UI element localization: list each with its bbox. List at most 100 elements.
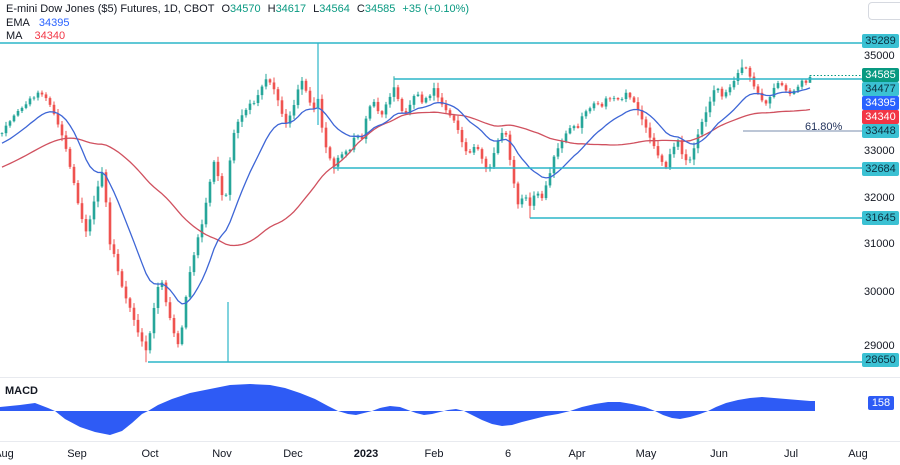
time-axis-label: Feb xyxy=(424,448,444,460)
candle-body xyxy=(692,148,696,160)
candle-body xyxy=(188,272,192,297)
candle-body xyxy=(284,113,288,124)
candle-body xyxy=(160,282,164,287)
candle-body xyxy=(556,148,560,157)
candle-body xyxy=(116,253,120,272)
candle-body xyxy=(808,76,812,83)
candle-body xyxy=(480,149,484,159)
candle-body xyxy=(664,161,668,168)
macd-label[interactable]: MACD xyxy=(5,385,38,397)
candle-body xyxy=(112,244,116,254)
candle-body xyxy=(120,271,124,287)
candle-body xyxy=(640,110,644,120)
candle-body xyxy=(128,298,132,308)
candle-body xyxy=(668,154,672,168)
candle-body xyxy=(496,140,500,154)
open-value: 34570 xyxy=(230,3,261,15)
candle-body xyxy=(720,88,724,97)
high-label: H xyxy=(267,3,276,15)
candle-body xyxy=(756,86,760,93)
candle-body xyxy=(236,121,240,133)
candle-body xyxy=(148,333,152,351)
candle-body xyxy=(8,121,12,126)
candle-body xyxy=(780,83,784,86)
candle-body xyxy=(608,98,612,100)
candle-body xyxy=(596,103,600,105)
candle-body xyxy=(16,111,20,116)
candle-body xyxy=(84,219,88,232)
candle-body xyxy=(380,111,384,115)
candle-body xyxy=(364,118,368,139)
candle-body xyxy=(184,296,188,328)
candle-body xyxy=(268,79,272,83)
candle-body xyxy=(44,94,48,99)
candle-body xyxy=(408,104,412,114)
high-value: 34617 xyxy=(275,3,307,15)
candle-body xyxy=(580,116,584,128)
symbol-title[interactable]: E-mini Dow Jones ($5) Futures, 1D, CBOT xyxy=(6,3,215,15)
candle-body xyxy=(700,121,704,135)
candle-body xyxy=(260,86,264,96)
candle-body xyxy=(684,154,688,161)
price-badge: 34585 xyxy=(862,68,899,82)
candle-body xyxy=(212,161,216,182)
candle-body xyxy=(592,103,596,109)
price-badge: 33448 xyxy=(862,124,899,138)
candle-body xyxy=(396,87,400,99)
candle-body xyxy=(648,127,652,138)
candle-body xyxy=(476,147,480,150)
candle-body xyxy=(328,147,332,159)
candle-body xyxy=(416,94,420,97)
candle-body xyxy=(204,202,208,225)
change-value: +35 (+0.10%) xyxy=(402,3,470,15)
candle-body xyxy=(400,98,404,112)
ema-label: EMA xyxy=(6,17,30,29)
macd-area xyxy=(0,384,815,435)
ema-value: 34395 xyxy=(38,17,70,29)
candle-body xyxy=(368,106,372,119)
price-tick-label: 32000 xyxy=(864,192,895,204)
candle-body xyxy=(620,99,624,100)
candle-body xyxy=(528,197,532,206)
candle-body xyxy=(560,141,564,149)
time-axis-label: Jun xyxy=(710,448,728,460)
candle-body xyxy=(444,104,448,111)
candle-body xyxy=(80,203,84,220)
candle-body xyxy=(708,101,712,113)
candle-body xyxy=(24,104,28,108)
candle-body xyxy=(32,97,36,99)
candle-body xyxy=(704,112,708,122)
candle-body xyxy=(108,202,112,245)
candle-body xyxy=(164,282,168,303)
candle-body xyxy=(472,147,476,153)
ema-indicator-row[interactable]: EMA 34395 xyxy=(6,17,69,29)
candle-body xyxy=(208,181,212,203)
candle-body xyxy=(64,135,68,149)
candle-body xyxy=(584,111,588,117)
candle-body xyxy=(340,154,344,158)
candle-body xyxy=(740,67,744,73)
candle-body xyxy=(776,83,780,88)
time-axis-label: Dec xyxy=(283,448,303,460)
candle-body xyxy=(240,115,244,122)
candle-body xyxy=(60,124,64,136)
scale-settings-widget[interactable] xyxy=(868,2,900,20)
candle-body xyxy=(224,194,228,196)
candle-body xyxy=(92,201,96,220)
candle-body xyxy=(456,120,460,130)
candle-body xyxy=(324,127,328,148)
candle-body xyxy=(196,237,200,256)
ma-indicator-row[interactable]: MA 34340 xyxy=(6,30,65,42)
ma-value: 34340 xyxy=(34,30,66,42)
price-tick-label: 29000 xyxy=(864,340,895,352)
candle-body xyxy=(336,157,340,167)
candle-body xyxy=(548,173,552,186)
candle-body xyxy=(532,195,536,206)
price-tick-label: 33000 xyxy=(864,145,895,157)
candle-body xyxy=(660,155,664,162)
candle-body xyxy=(180,327,184,345)
candle-body xyxy=(448,110,452,116)
candle-body xyxy=(12,115,16,122)
